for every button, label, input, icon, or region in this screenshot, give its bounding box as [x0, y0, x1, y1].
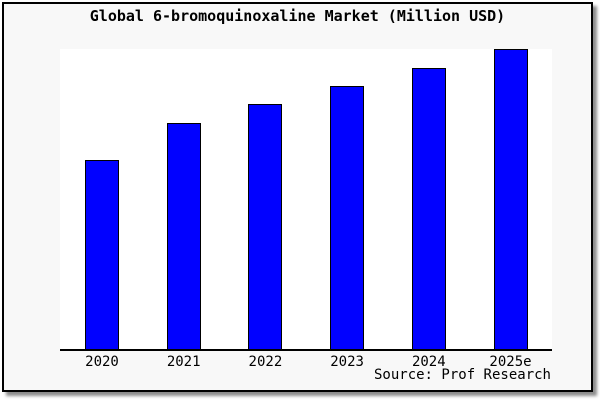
x-tick-label-2023: 2023: [330, 354, 364, 370]
plot-area: [60, 49, 552, 351]
x-axis-line: [60, 349, 552, 351]
source-credit: Source: Prof Research: [373, 367, 551, 383]
bar-2020: [85, 160, 119, 349]
bar-2024: [411, 67, 446, 349]
x-tick-label-2022: 2022: [248, 354, 283, 370]
chart-frame: Global 6-bromoquinoxaline Market (Millio…: [2, 2, 593, 392]
x-tick-label-2024: 2024: [411, 354, 446, 370]
bar-2021: [166, 123, 201, 349]
x-tick-label-2025e: 2025e: [489, 354, 532, 370]
x-tick-label-2021: 2021: [166, 354, 201, 370]
bar-2022: [248, 103, 283, 349]
x-tick-label-2020: 2020: [85, 354, 119, 370]
bar-2023: [330, 85, 365, 349]
bar-2025e: [493, 49, 528, 349]
chart-title: Global 6-bromoquinoxaline Market (Millio…: [89, 7, 506, 25]
